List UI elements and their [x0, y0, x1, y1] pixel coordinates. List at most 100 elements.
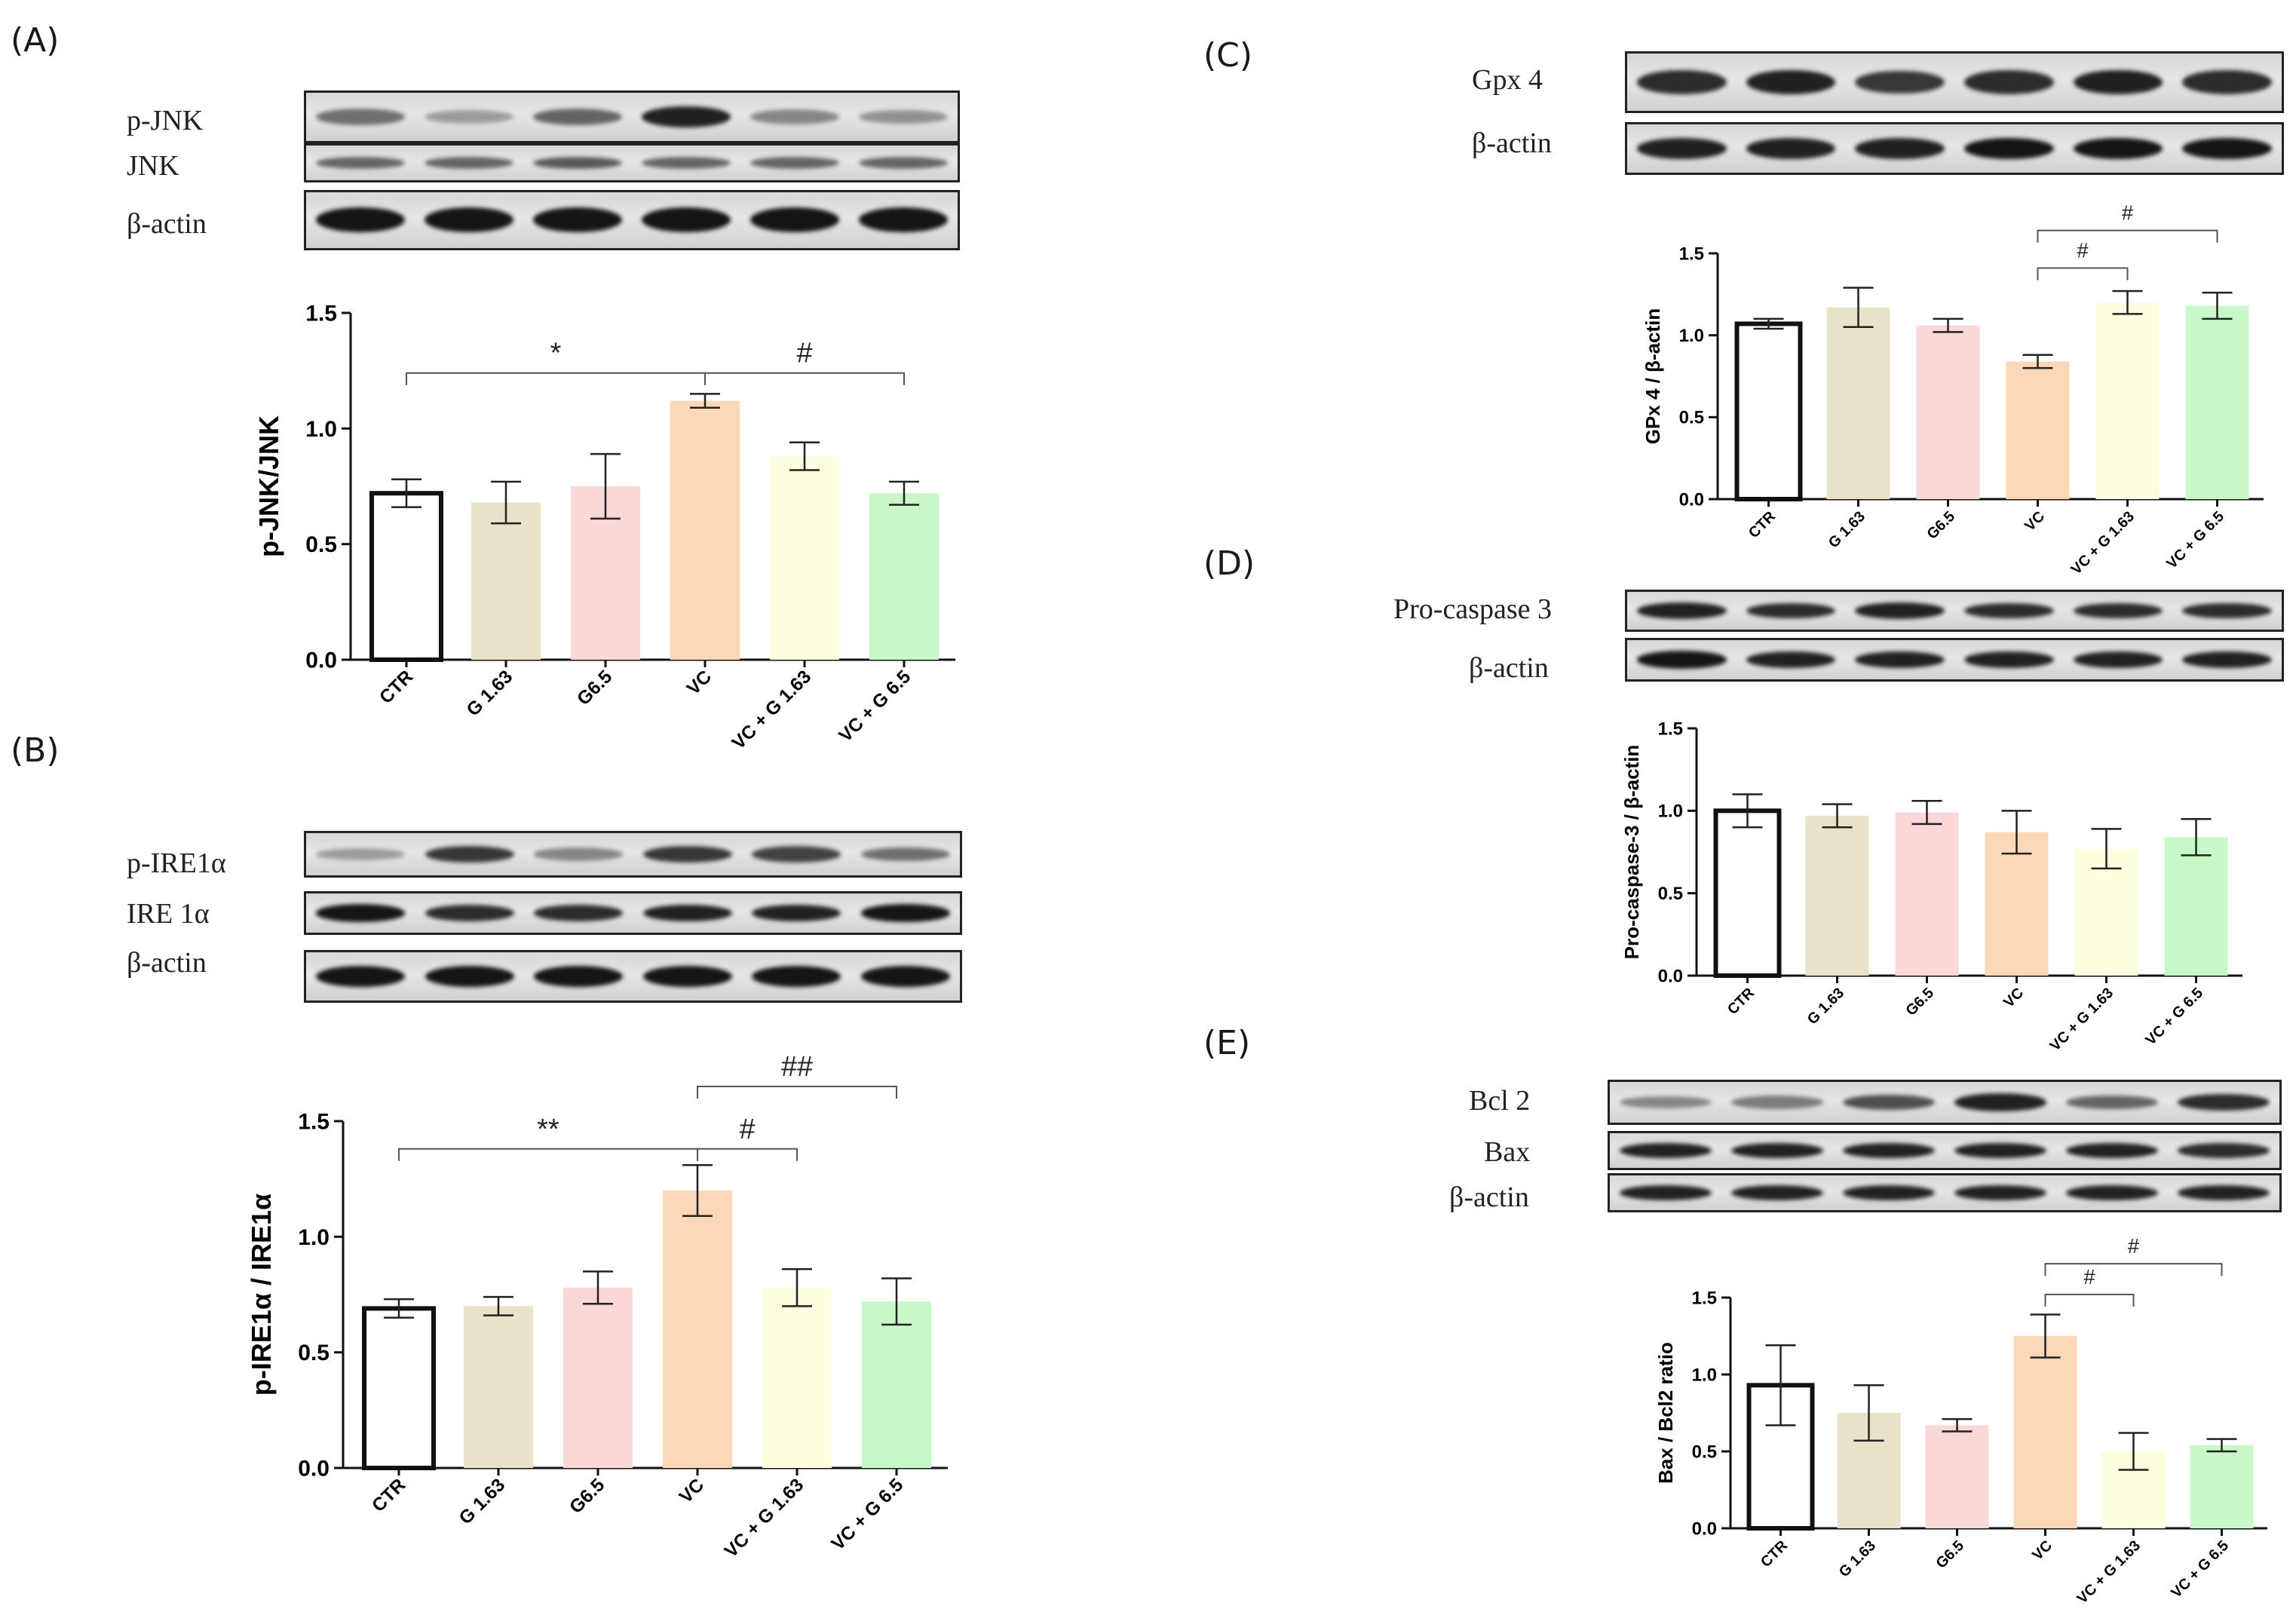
x-tick-label: VC + G 1.63 — [2074, 1537, 2144, 1607]
blot-band — [532, 156, 623, 170]
chart-panel-b: 0.0 0.5 1.0 1.5 p-IRE1α / IRE1α CTR G 1.63 G6.5… — [246, 1051, 948, 1561]
x-tick-label: CTR — [1758, 1537, 1791, 1571]
x-tick-label: G6.5 — [1933, 1537, 1967, 1572]
blot-band — [2178, 1143, 2270, 1158]
blot-label-actin-d: β-actin — [1469, 652, 1549, 684]
blot-band — [2073, 69, 2163, 95]
blot-band — [2178, 1093, 2270, 1111]
blot-band — [752, 846, 841, 863]
blot-band — [2182, 602, 2272, 619]
bar — [464, 1306, 533, 1468]
blot-band — [1731, 1143, 1823, 1158]
significance-marker: # — [2077, 239, 2089, 262]
x-tick-label: CTR — [1746, 508, 1779, 541]
bar — [2006, 361, 2070, 499]
y-tick-label: 1.0 — [298, 1225, 330, 1250]
x-tick-label: VC + G 1.63 — [2068, 508, 2138, 578]
blot-band — [532, 207, 623, 233]
blot-band — [2182, 651, 2272, 669]
blot-band — [1746, 69, 1836, 95]
x-tick-label: CTR — [1724, 985, 1758, 1018]
significance-bracket — [398, 1148, 698, 1161]
blot-strip-actin-b — [304, 950, 962, 1003]
significance-marker: # — [2122, 201, 2134, 225]
bar — [1925, 1425, 1989, 1528]
blot-band — [534, 905, 624, 921]
blot-band — [316, 904, 406, 922]
blot-strip-bax — [1608, 1131, 2282, 1170]
x-tick-label: VC — [683, 667, 716, 699]
significance-bracket — [406, 372, 706, 385]
significance-bracket — [2044, 1293, 2135, 1307]
bar — [471, 502, 541, 660]
blot-band — [1637, 651, 1727, 669]
x-tick-label: G 1.63 — [1804, 985, 1847, 1028]
y-tick-label: 0.0 — [1658, 966, 1683, 986]
blot-band — [749, 109, 840, 124]
blot-band — [424, 110, 514, 124]
blot-band — [1964, 70, 2054, 94]
panel-label-c: (C) — [1203, 36, 1253, 75]
blot-band — [641, 106, 731, 127]
blot-band — [1620, 1143, 1712, 1158]
blot-strip-pjnk — [304, 90, 960, 143]
blot-strip-actin-e — [1608, 1173, 2282, 1212]
blot-band — [858, 207, 949, 233]
x-tick-label: G 1.63 — [1825, 508, 1868, 551]
panel-label-a: (A) — [11, 21, 60, 60]
blot-band — [1855, 651, 1945, 669]
x-tick-label: VC — [2000, 985, 2027, 1011]
x-tick-label: VC + G 6.5 — [2163, 508, 2227, 572]
y-tick-label: 1.0 — [1658, 801, 1683, 822]
blot-band — [425, 965, 514, 988]
blot-band — [1731, 1096, 1823, 1109]
y-axis-label: p-IRE1α / IRE1α — [246, 1194, 277, 1396]
chart-panel-c: 0.0 0.5 1.0 1.5 GPx 4 / β-actin CTR G 1.63 G6.5… — [1642, 201, 2264, 578]
y-tick-label: 1.0 — [305, 417, 337, 442]
blot-band — [2073, 602, 2163, 619]
blot-band — [1746, 138, 1836, 159]
bar — [770, 456, 839, 660]
blot-band — [1843, 1143, 1935, 1158]
blot-strip-actin-c — [1625, 122, 2284, 175]
x-tick-label: VC + G 6.5 — [835, 667, 915, 746]
y-tick-label: 1.5 — [1658, 719, 1683, 739]
blot-strip-pire1a — [304, 831, 962, 878]
significance-marker: ## — [781, 1051, 813, 1083]
blot-band — [1954, 1185, 2046, 1200]
panel-label-b: (B) — [11, 731, 60, 770]
bar — [670, 400, 740, 660]
bar — [2164, 837, 2228, 976]
significance-marker: # — [796, 338, 812, 369]
blot-band — [1954, 1143, 2046, 1158]
x-tick-label: VC + G 6.5 — [2142, 985, 2206, 1049]
significance-bracket — [2037, 229, 2218, 243]
significance-bracket — [697, 1086, 897, 1099]
panel-label-d: (D) — [1203, 544, 1255, 583]
y-tick-label: 0.0 — [1679, 489, 1704, 510]
y-axis-label: GPx 4 / β-actin — [1642, 308, 1664, 445]
blot-label-gpx4: Gpx 4 — [1472, 64, 1543, 96]
y-tick-label: 1.0 — [1692, 1365, 1717, 1385]
blot-band — [1731, 1185, 1823, 1200]
blot-band — [1964, 651, 2054, 669]
blot-band — [2073, 651, 2163, 669]
blot-band — [2066, 1095, 2158, 1110]
blot-label-bcl2: Bcl 2 — [1469, 1085, 1531, 1117]
blot-band — [860, 847, 950, 862]
blot-band — [1620, 1185, 1712, 1200]
blot-band — [315, 109, 406, 125]
significance-bracket — [697, 1148, 798, 1161]
x-tick-label: VC — [2029, 1537, 2055, 1564]
x-tick-label: CTR — [376, 667, 417, 708]
blot-band — [2066, 1143, 2158, 1158]
x-tick-label: G 1.63 — [463, 667, 517, 720]
blot-band — [1855, 138, 1945, 159]
x-tick-label: G6.5 — [566, 1475, 608, 1518]
y-tick-label: 0.5 — [1679, 408, 1704, 428]
blot-band — [1843, 1185, 1935, 1200]
blot-label-pire1a: p-IRE1α — [127, 847, 226, 879]
bar — [1826, 307, 1890, 499]
blot-band — [1855, 602, 1945, 619]
